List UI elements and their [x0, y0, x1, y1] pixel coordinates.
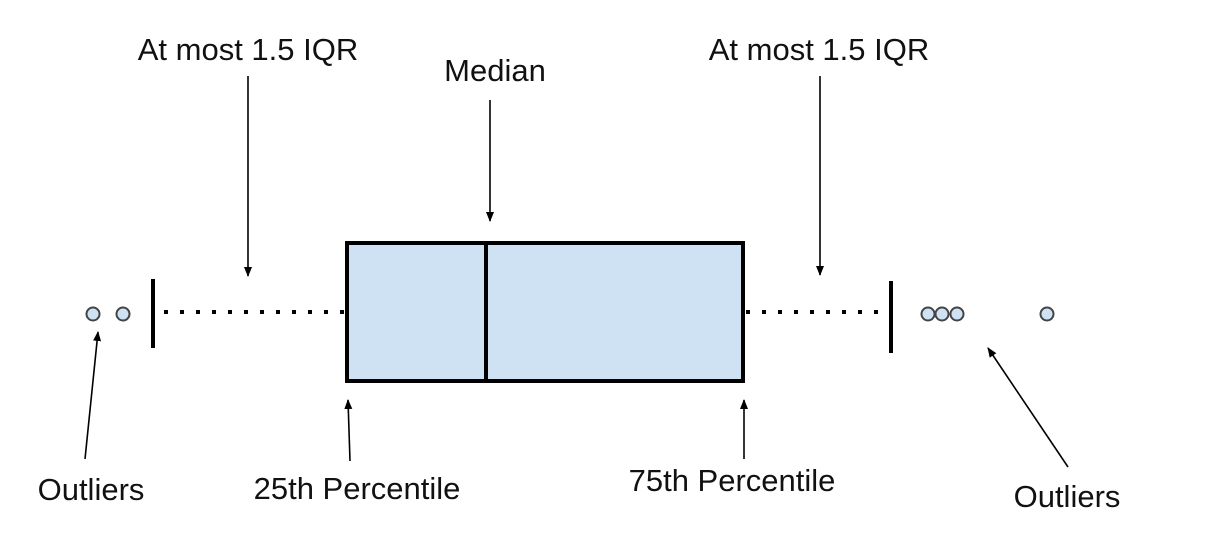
arrow-q1	[344, 399, 353, 462]
label-median: Median	[444, 53, 546, 88]
arrow-left-outliers	[84, 331, 102, 460]
arrow-right-outliers	[987, 347, 1069, 468]
outlier-point	[85, 306, 101, 322]
iqr-box	[345, 241, 745, 383]
label-left-whisker: At most 1.5 IQR	[138, 32, 359, 67]
outlier-point	[1039, 306, 1055, 322]
label-left-outliers: Outliers	[38, 472, 145, 507]
label-q1: 25th Percentile	[254, 471, 461, 506]
outlier-point	[949, 306, 965, 322]
label-right-whisker: At most 1.5 IQR	[709, 32, 930, 67]
label-q3: 75th Percentile	[629, 463, 836, 498]
outlier-point	[115, 306, 131, 322]
outlier-point	[934, 306, 950, 322]
outlier-point	[920, 306, 936, 322]
label-right-outliers: Outliers	[1014, 479, 1121, 514]
